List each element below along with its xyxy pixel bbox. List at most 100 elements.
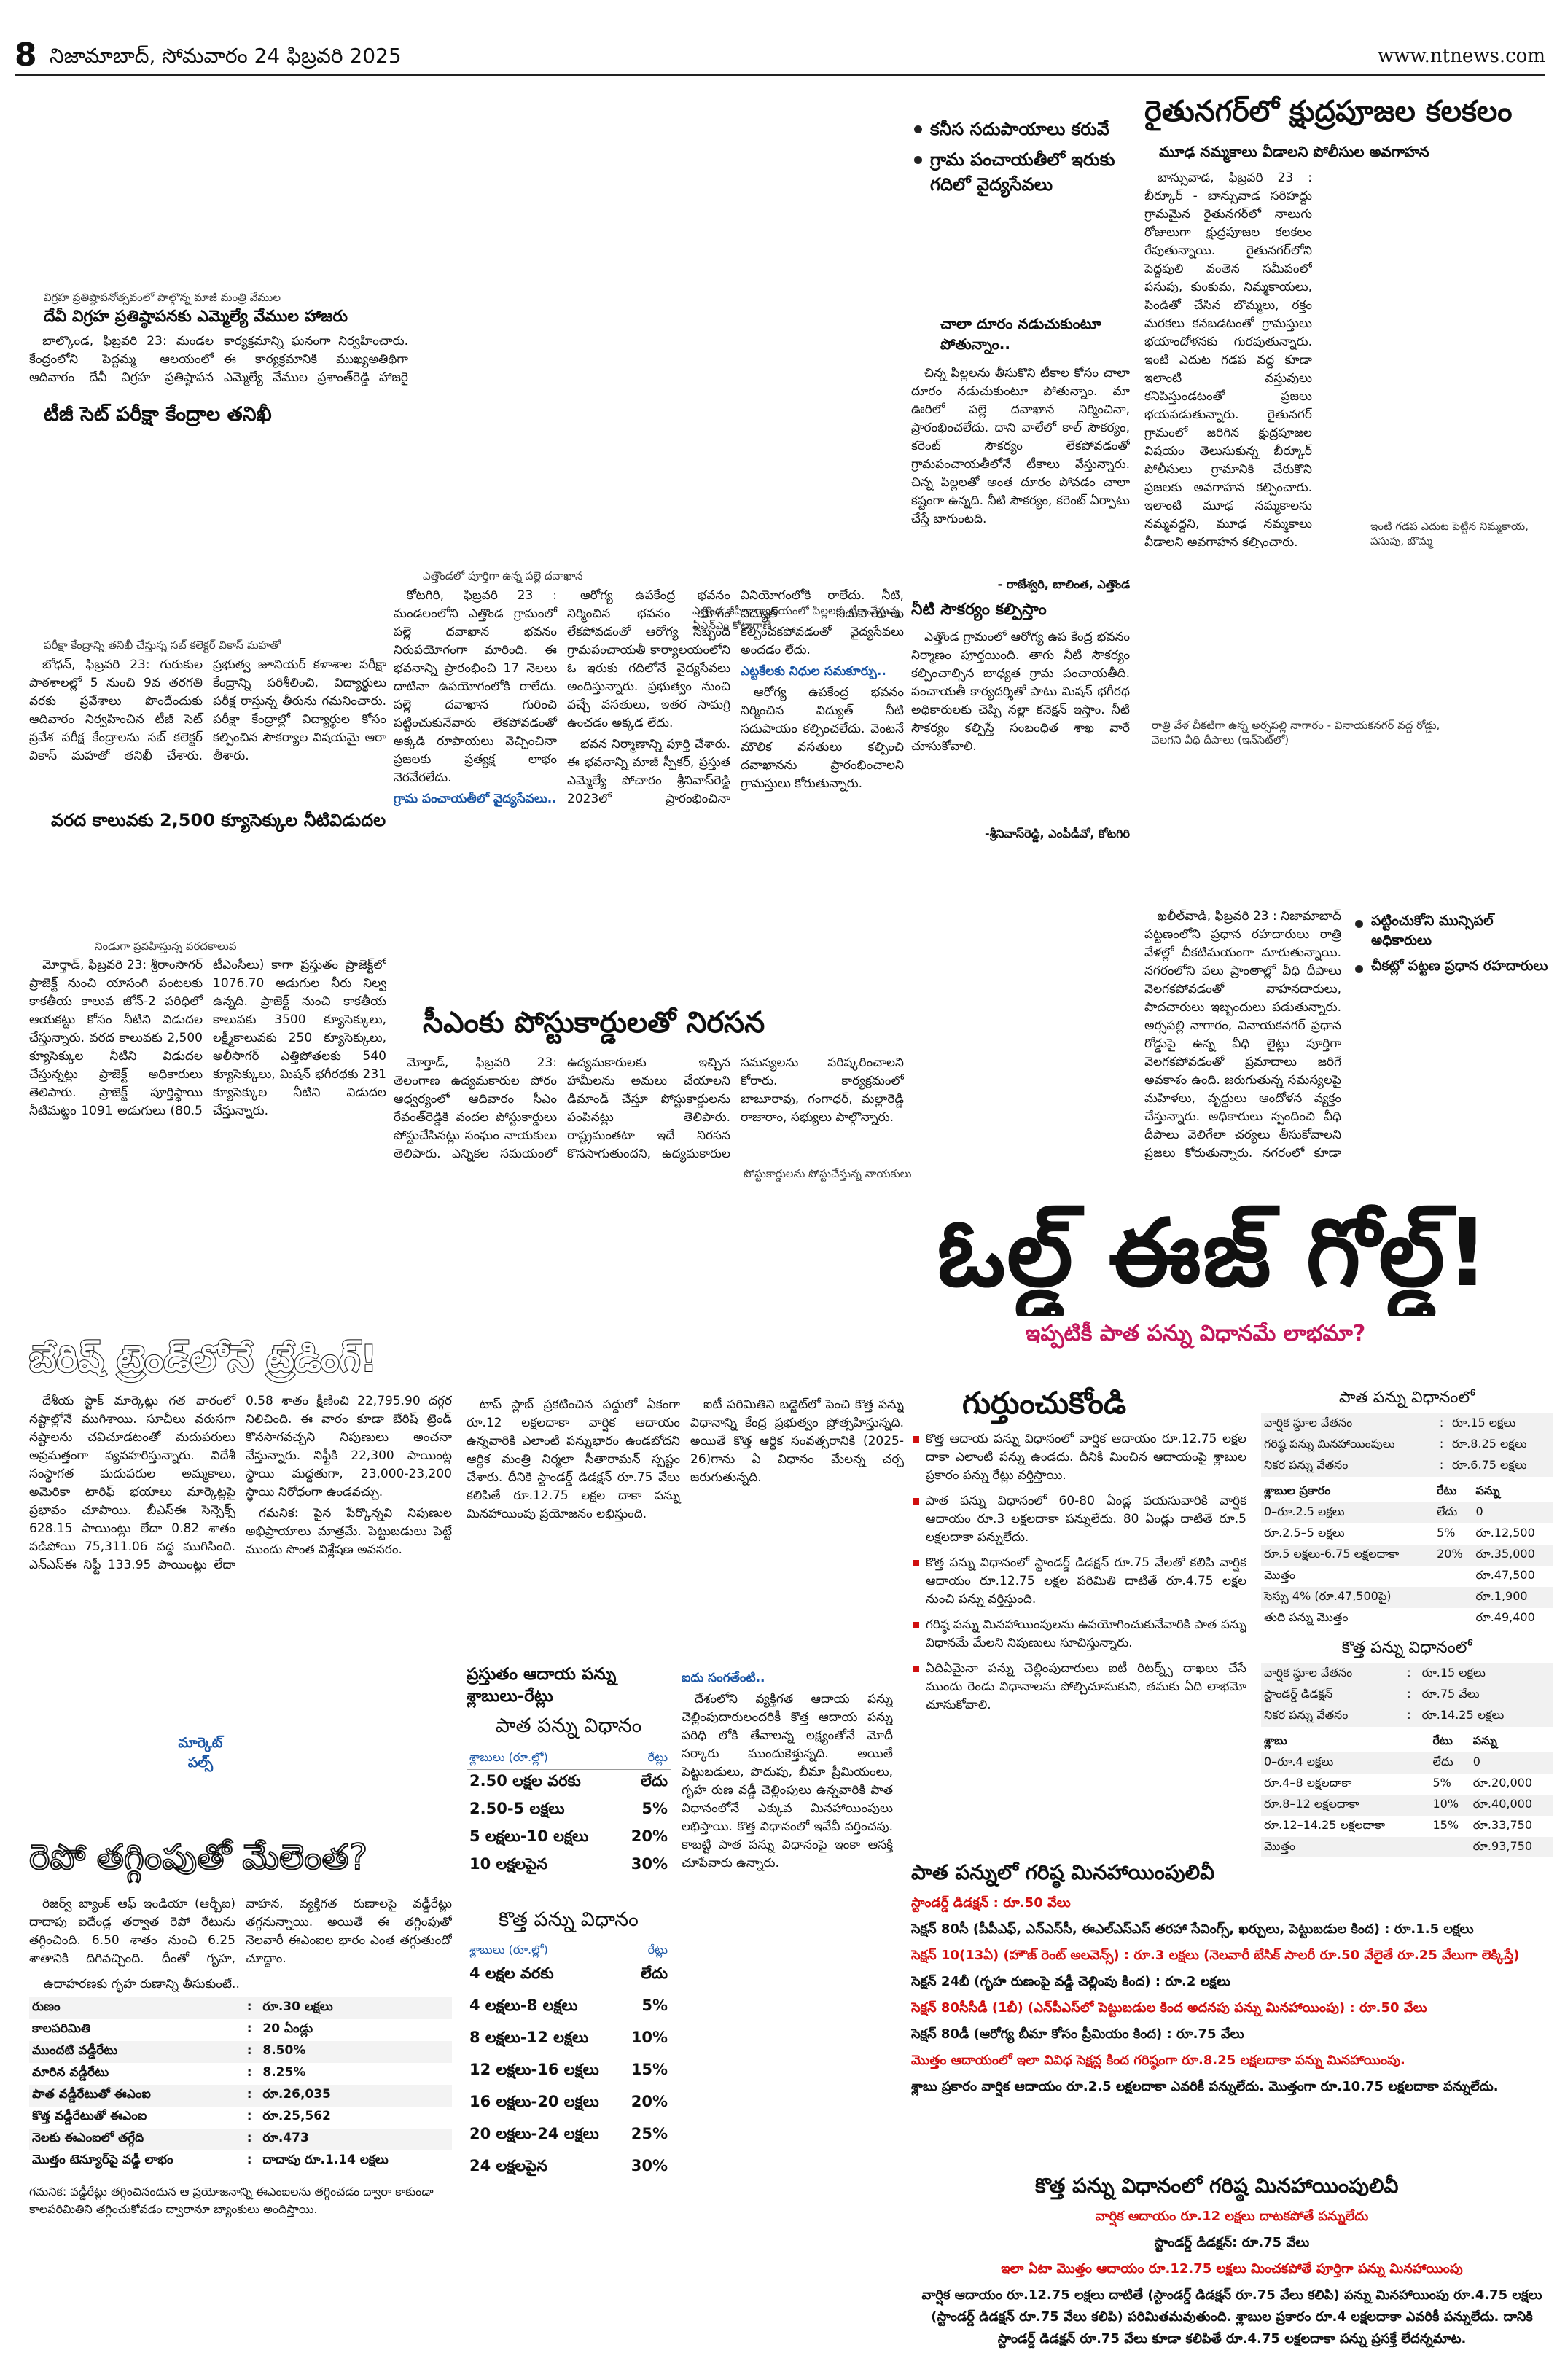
separator: : bbox=[1439, 1458, 1444, 1472]
cell: 0 bbox=[1475, 1505, 1483, 1518]
cell: రూ.33,750 bbox=[1472, 1818, 1532, 1832]
summary-row: నికర పన్ను వేతనం: రూ.6.75 లక్షలు bbox=[1261, 1456, 1553, 1477]
cell: రూ.15 లక్షలు bbox=[1452, 1416, 1516, 1429]
separator: : bbox=[246, 2109, 252, 2123]
remember-item: కొత్త పన్ను విధానంలో స్టాండర్డ్ డిడక్షన్… bbox=[911, 1554, 1246, 1609]
deduction: సెక్షన్ 80సీ (పీపీఎఫ్, ఎన్ఎస్‌సీ, ఈఎల్ఎస… bbox=[911, 1921, 1474, 1937]
headline: దేవీ విగ్రహ ప్రతిష్ఠాపనకు ఎమ్మెల్యే వేము… bbox=[44, 308, 348, 326]
page-number: 8 bbox=[15, 36, 37, 74]
deduction: వార్షిక ఆదాయం రూ.12.75 లక్షలు దాటితే (స్… bbox=[921, 2287, 1542, 2346]
headline: రెపో తగ్గింపుతో మేలెంత? bbox=[29, 1837, 368, 1878]
cell: 20 లక్షలు-24 లక్షలు bbox=[469, 2124, 599, 2142]
cell: వార్షిక స్థూల వేతనం bbox=[1264, 1416, 1353, 1429]
note: గమనిక: వడ్డీరేట్లు తగ్గించినందున ఆ ప్రయో… bbox=[29, 2185, 434, 2216]
paragraph: గమనిక: పైన పేర్కొన్నవి నిపుణుల అభిప్రాయా… bbox=[246, 1506, 452, 1557]
summary-row: స్టాండర్డ్ డిడక్షన్: రూ.75 వేలు bbox=[1261, 1685, 1553, 1706]
caption: రాత్రి వేళ చీకటిగా ఉన్న అర్సపల్లి నాగారం… bbox=[1152, 719, 1440, 746]
section-title: పాత పన్నులో గరిష్ఠ మినహాయింపులివీ bbox=[911, 1860, 1215, 1884]
cell: 20 ఏండ్లు bbox=[262, 2021, 313, 2036]
head-cell: రేట్లు bbox=[622, 1940, 671, 1962]
summary-row: నికర పన్ను వేతనం: రూ.14.25 లక్షలు bbox=[1261, 1706, 1553, 1727]
caption: ఇంటి గడప ఎదుట పెట్టిన నిమ్మకాయ, పసుపు, బ… bbox=[1370, 520, 1529, 547]
table-row: సెస్సు 4% (రూ.47,500పై) రూ.1,900 bbox=[1261, 1587, 1553, 1608]
cell: రూ.14.25 లక్షలు bbox=[1421, 1708, 1505, 1722]
summary-table: వార్షిక స్థూల వేతనం: రూ.15 లక్షలు గరిష్ఠ ప… bbox=[1261, 1413, 1553, 1477]
cell: 8 లక్షలు-12 లక్షలు bbox=[469, 2028, 589, 2046]
cell: 10% bbox=[631, 2028, 668, 2046]
table-row: 24 లక్షలపైన 30% bbox=[467, 2155, 671, 2187]
cell: రూ.4–8 లక్షలదాకా bbox=[1264, 1776, 1352, 1790]
cell bbox=[1429, 1837, 1470, 1857]
table-row: 20 లక్షలు-24 లక్షలు 25% bbox=[467, 2123, 671, 2155]
cell: కొత్త వడ్డీరేటుతో ఈఎంఐ bbox=[32, 2109, 147, 2123]
separator: : bbox=[246, 2065, 252, 2080]
cell: 8.25% bbox=[262, 2065, 306, 2080]
cell: ముందటి వడ్డీరేటు bbox=[32, 2043, 118, 2058]
table-row: 5 లక్షలు-10 లక్షలు 20% bbox=[467, 1825, 671, 1853]
paragraph: బాల్కొండ, ఫిబ్రవరి 23: మండల కేంద్రంలోని … bbox=[29, 334, 408, 385]
head-cell: పన్ను bbox=[1475, 1483, 1500, 1497]
slab-table: శ్లాబులు (రూ.ల్లో) రేట్లు 2.50 లక్షల వరకు ల… bbox=[467, 1748, 671, 1901]
caption: పరీక్షా కేంద్రాన్ని తనిఖీ చేస్తున్న సబ్ … bbox=[44, 639, 281, 652]
cell: 16 లక్షలు-20 లక్షలు bbox=[469, 2092, 599, 2110]
cell bbox=[1434, 1566, 1472, 1587]
cell: రూ.49,400 bbox=[1475, 1610, 1535, 1624]
tax-table: శ్లాబు రేటు పన్ను 0–రూ.4 లక్షలు లేదు 0 రూ.4–8 … bbox=[1261, 1731, 1553, 1857]
paragraph: ఖలీల్‌వాడి, ఫిబ్రవరి 23 : నిజామాబాద్ పట్… bbox=[1144, 909, 1341, 1160]
cell: రుణం bbox=[32, 1999, 61, 2014]
cell: 4 లక్షల వరకు bbox=[469, 1965, 554, 1982]
cell: రూ.47,500 bbox=[1475, 1568, 1535, 1582]
cell: స్టాండర్డ్ డిడక్షన్ bbox=[1264, 1687, 1333, 1701]
regime-title: పాత పన్ను విధానం bbox=[495, 1714, 642, 1737]
deduction: స్టాండర్డ్ డిడక్షన్: రూ.75 వేలు bbox=[1154, 2235, 1310, 2250]
paragraph: బాన్సువాడ, ఫిబ్రవరి 23 : బీర్కూర్ - బాన్… bbox=[1144, 171, 1312, 548]
table-row: 4 లక్షల వరకు లేదు bbox=[467, 1962, 671, 1994]
subhead: మూఢ నమ్మకాలు వీడాలని పోలీసుల అవగాహన bbox=[1159, 143, 1429, 160]
head-cell: శ్లాబుల ప్రకారం bbox=[1264, 1483, 1331, 1497]
headline: సీఎంకు పోస్టుకార్డులతో నిరసన bbox=[423, 1006, 765, 1039]
cell: రూ.12–14.25 లక్షలదాకా bbox=[1264, 1818, 1386, 1832]
table-row: రూ.2.5–5 లక్షలు 5% రూ.12,500 bbox=[1261, 1523, 1553, 1545]
deductions: వార్షిక ఆదాయం రూ.12 లక్షలు దాటకపోతే పన్న… bbox=[911, 2206, 1553, 2373]
cell: రూ.35,000 bbox=[1475, 1547, 1535, 1561]
subhead: గ్రామ పంచాయతీలో వైద్యసేవలు.. bbox=[394, 792, 557, 806]
remember-title: గుర్తుంచుకోండి bbox=[962, 1385, 1127, 1421]
cell: లేదు bbox=[641, 1965, 668, 1982]
separator: : bbox=[246, 2087, 252, 2102]
cell: రూ.75 వేలు bbox=[1421, 1687, 1480, 1701]
cell: 8.50% bbox=[262, 2043, 306, 2058]
cell: రూ.8–12 లక్షలదాకా bbox=[1264, 1797, 1359, 1811]
article-body: రిజర్వ్ బ్యాంక్ ఆఫ్ ఇండియా (ఆర్బీఐ) దాదా… bbox=[29, 1895, 452, 1975]
table-row: రూ.4–8 లక్షలదాకా 5% రూ.20,000 bbox=[1261, 1774, 1553, 1795]
separator: : bbox=[1439, 1437, 1444, 1451]
cell: 0–రూ.2.5 లక్షలు bbox=[1264, 1505, 1345, 1518]
cell: 5% bbox=[1437, 1526, 1456, 1540]
remember-item: కొత్త ఆదాయ పన్ను విధానంలో వార్షిక ఆదాయం … bbox=[911, 1430, 1246, 1485]
example: పాత పన్ను విధానంలో వార్షిక స్థూల వేతనం: రూ… bbox=[1261, 1389, 1553, 1636]
table-row: 0–రూ.2.5 లక్షలు లేదు 0 bbox=[1261, 1502, 1553, 1523]
cell: కాలపరిమితి bbox=[32, 2021, 91, 2036]
cell: మొత్తం bbox=[1264, 1568, 1296, 1582]
cell: 4 లక్షలు-8 లక్షలు bbox=[469, 1996, 578, 2014]
separator: : bbox=[1407, 1708, 1411, 1722]
table-row: 2.50 లక్షల వరకు లేదు bbox=[467, 1770, 671, 1798]
caption: ఎత్తొండ జీపీ కార్యాలయంలో పిల్లలకు టీకా వ… bbox=[692, 604, 901, 632]
cell: పాత వడ్డీరేటుతో ఈఎంఐ bbox=[32, 2087, 151, 2102]
deduction: సెక్షన్ 80సీసీడీ (1బీ) (ఎన్‌పీఎస్‌లో పెట… bbox=[911, 2000, 1427, 2016]
quote-headline: నీటి సౌకర్యం కల్పిస్తాం bbox=[911, 601, 1047, 619]
table-row: 0–రూ.4 లక్షలు లేదు 0 bbox=[1261, 1752, 1553, 1774]
tax-table: శ్లాబుల ప్రకారం రేటు పన్ను 0–రూ.2.5 లక్షలు ల… bbox=[1261, 1481, 1553, 1629]
separator: : bbox=[246, 2131, 252, 2145]
table-row: కాలపరిమితి:20 ఏండ్లు bbox=[29, 2019, 452, 2041]
cell: రూ.93,750 bbox=[1472, 1839, 1532, 1853]
table: రుణం: రూ.30 లక్షలు కాలపరిమితి:20 ఏండ్లు ముం… bbox=[29, 1997, 452, 2172]
cell: సెస్సు 4% (రూ.47,500పై) bbox=[1264, 1589, 1392, 1603]
caption: ఎత్తొండలో పూర్తిగా ఉన్న పల్లె దవాఖాన bbox=[423, 569, 583, 582]
head-cell: రేటు bbox=[1432, 1733, 1453, 1747]
cell: లేదు bbox=[641, 1772, 668, 1790]
cell: రూ.8.25 లక్షలు bbox=[1452, 1437, 1527, 1451]
cell: నికర పన్ను వేతనం bbox=[1264, 1708, 1349, 1722]
cell: రూ.26,035 bbox=[262, 2087, 331, 2102]
summary-row: వార్షిక స్థూల వేతనం: రూ.15 లక్షలు bbox=[1261, 1663, 1553, 1685]
cell: రూ.12,500 bbox=[1475, 1526, 1535, 1540]
